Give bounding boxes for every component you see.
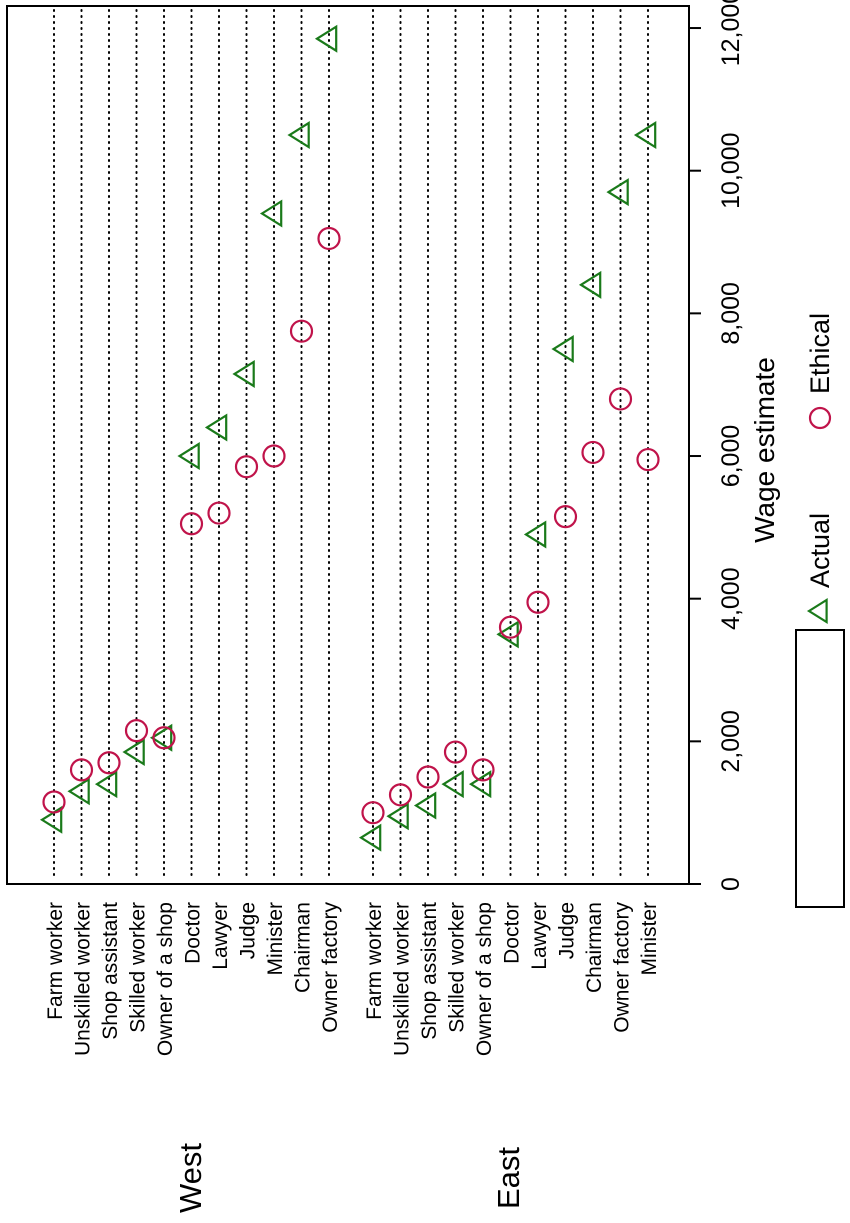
- ethical-marker: [97, 751, 121, 775]
- category-labels: Farm worker Unskilled worker Shop assistan…: [44, 902, 661, 1057]
- axis-tick-label: 8,000: [717, 282, 745, 345]
- actual-marker: [39, 805, 63, 834]
- ethical-marker: [207, 501, 231, 525]
- category-label: Owner factory: [319, 902, 342, 1033]
- category-label: Doctor: [501, 902, 524, 964]
- category-label: Shop assistant: [418, 902, 441, 1040]
- actual-marker: [551, 335, 574, 364]
- legend: Actual Ethical: [795, 313, 845, 908]
- legend-ethical-label: Ethical: [805, 313, 835, 394]
- category-label: Lawyer: [528, 902, 551, 970]
- actual-marker: [358, 823, 382, 852]
- group-labels: West East: [173, 1143, 526, 1213]
- ethical-marker: [42, 790, 66, 814]
- category-label: Owner factory: [611, 902, 634, 1033]
- actual-marker: [523, 520, 547, 549]
- ethical-marker: [152, 726, 176, 750]
- category-label: Unskilled worker: [391, 902, 414, 1056]
- x-axis-label: Wage estimate: [749, 357, 780, 543]
- ethical-marker: [289, 319, 314, 343]
- category-label: Chairman: [583, 902, 606, 993]
- legend-ethical-marker: [808, 406, 832, 430]
- plot-frame: [6, 5, 690, 885]
- data-markers: [39, 24, 660, 852]
- actual-marker: [149, 723, 173, 752]
- actual-marker: [67, 777, 90, 806]
- category-label: Doctor: [182, 902, 205, 964]
- actual-marker: [204, 413, 228, 442]
- ethical-marker: [361, 801, 385, 825]
- category-label: Skilled worker: [446, 902, 469, 1033]
- axis-tick-label: 4,000: [717, 567, 745, 630]
- ethical-marker: [69, 758, 94, 782]
- legend-actual-marker: [806, 598, 828, 624]
- actual-marker: [578, 270, 602, 299]
- axis-tick-label: 10,000: [717, 132, 745, 208]
- actual-marker: [314, 24, 338, 53]
- ethical-marker: [471, 758, 495, 782]
- category-label: Farm worker: [363, 902, 386, 1020]
- group-label: East: [491, 1147, 526, 1209]
- group-label: West: [173, 1143, 208, 1213]
- ethical-marker: [317, 226, 341, 251]
- ethical-marker: [636, 447, 660, 472]
- axis-tick-label: 6,000: [717, 425, 745, 488]
- ethical-marker: [498, 615, 523, 639]
- actual-marker: [441, 770, 464, 799]
- x-axis: 0 2,000 4,000 6,000 8,000 10,000 12,000: [689, 0, 745, 891]
- actual-marker: [94, 770, 118, 799]
- actual-marker: [606, 178, 629, 207]
- ethical-marker: [608, 387, 633, 411]
- legend-box: [795, 629, 845, 908]
- ethical-marker: [234, 455, 259, 479]
- ethical-marker: [388, 783, 413, 807]
- gridlines: [53, 9, 649, 881]
- category-label: Minister: [638, 902, 661, 976]
- category-label: Lawyer: [209, 902, 232, 970]
- ethical-marker: [443, 740, 468, 764]
- actual-marker: [259, 199, 283, 228]
- ethical-marker: [581, 440, 605, 465]
- actual-marker: [413, 791, 437, 820]
- category-label: Unskilled worker: [72, 902, 95, 1056]
- axis-tick-label: 2,000: [717, 710, 745, 773]
- ethical-marker: [124, 719, 149, 743]
- category-label: Skilled worker: [127, 902, 150, 1033]
- category-label: Minister: [264, 902, 287, 976]
- category-label: Judge: [556, 902, 579, 959]
- category-label: Farm worker: [44, 902, 67, 1020]
- actual-marker: [232, 360, 255, 388]
- axis-tick-label: 12,000: [717, 0, 745, 66]
- category-label: Chairman: [292, 902, 315, 993]
- actual-marker: [122, 738, 145, 767]
- legend-actual-label: Actual: [805, 513, 835, 588]
- ethical-marker: [179, 512, 204, 536]
- actual-marker: [468, 770, 492, 799]
- actual-marker: [287, 121, 310, 150]
- category-label: Shop assistant: [99, 902, 122, 1040]
- category-label: Judge: [237, 902, 260, 959]
- actual-marker: [633, 121, 657, 150]
- actual-marker: [177, 442, 200, 471]
- ethical-marker: [553, 505, 578, 529]
- ethical-marker: [526, 590, 550, 614]
- ethical-marker: [416, 765, 440, 789]
- ethical-marker: [262, 444, 286, 468]
- category-label: Owner of a shop: [473, 902, 496, 1056]
- category-label: Owner of a shop: [154, 902, 177, 1056]
- axis-tick-label: 0: [717, 877, 745, 891]
- actual-marker: [386, 802, 409, 831]
